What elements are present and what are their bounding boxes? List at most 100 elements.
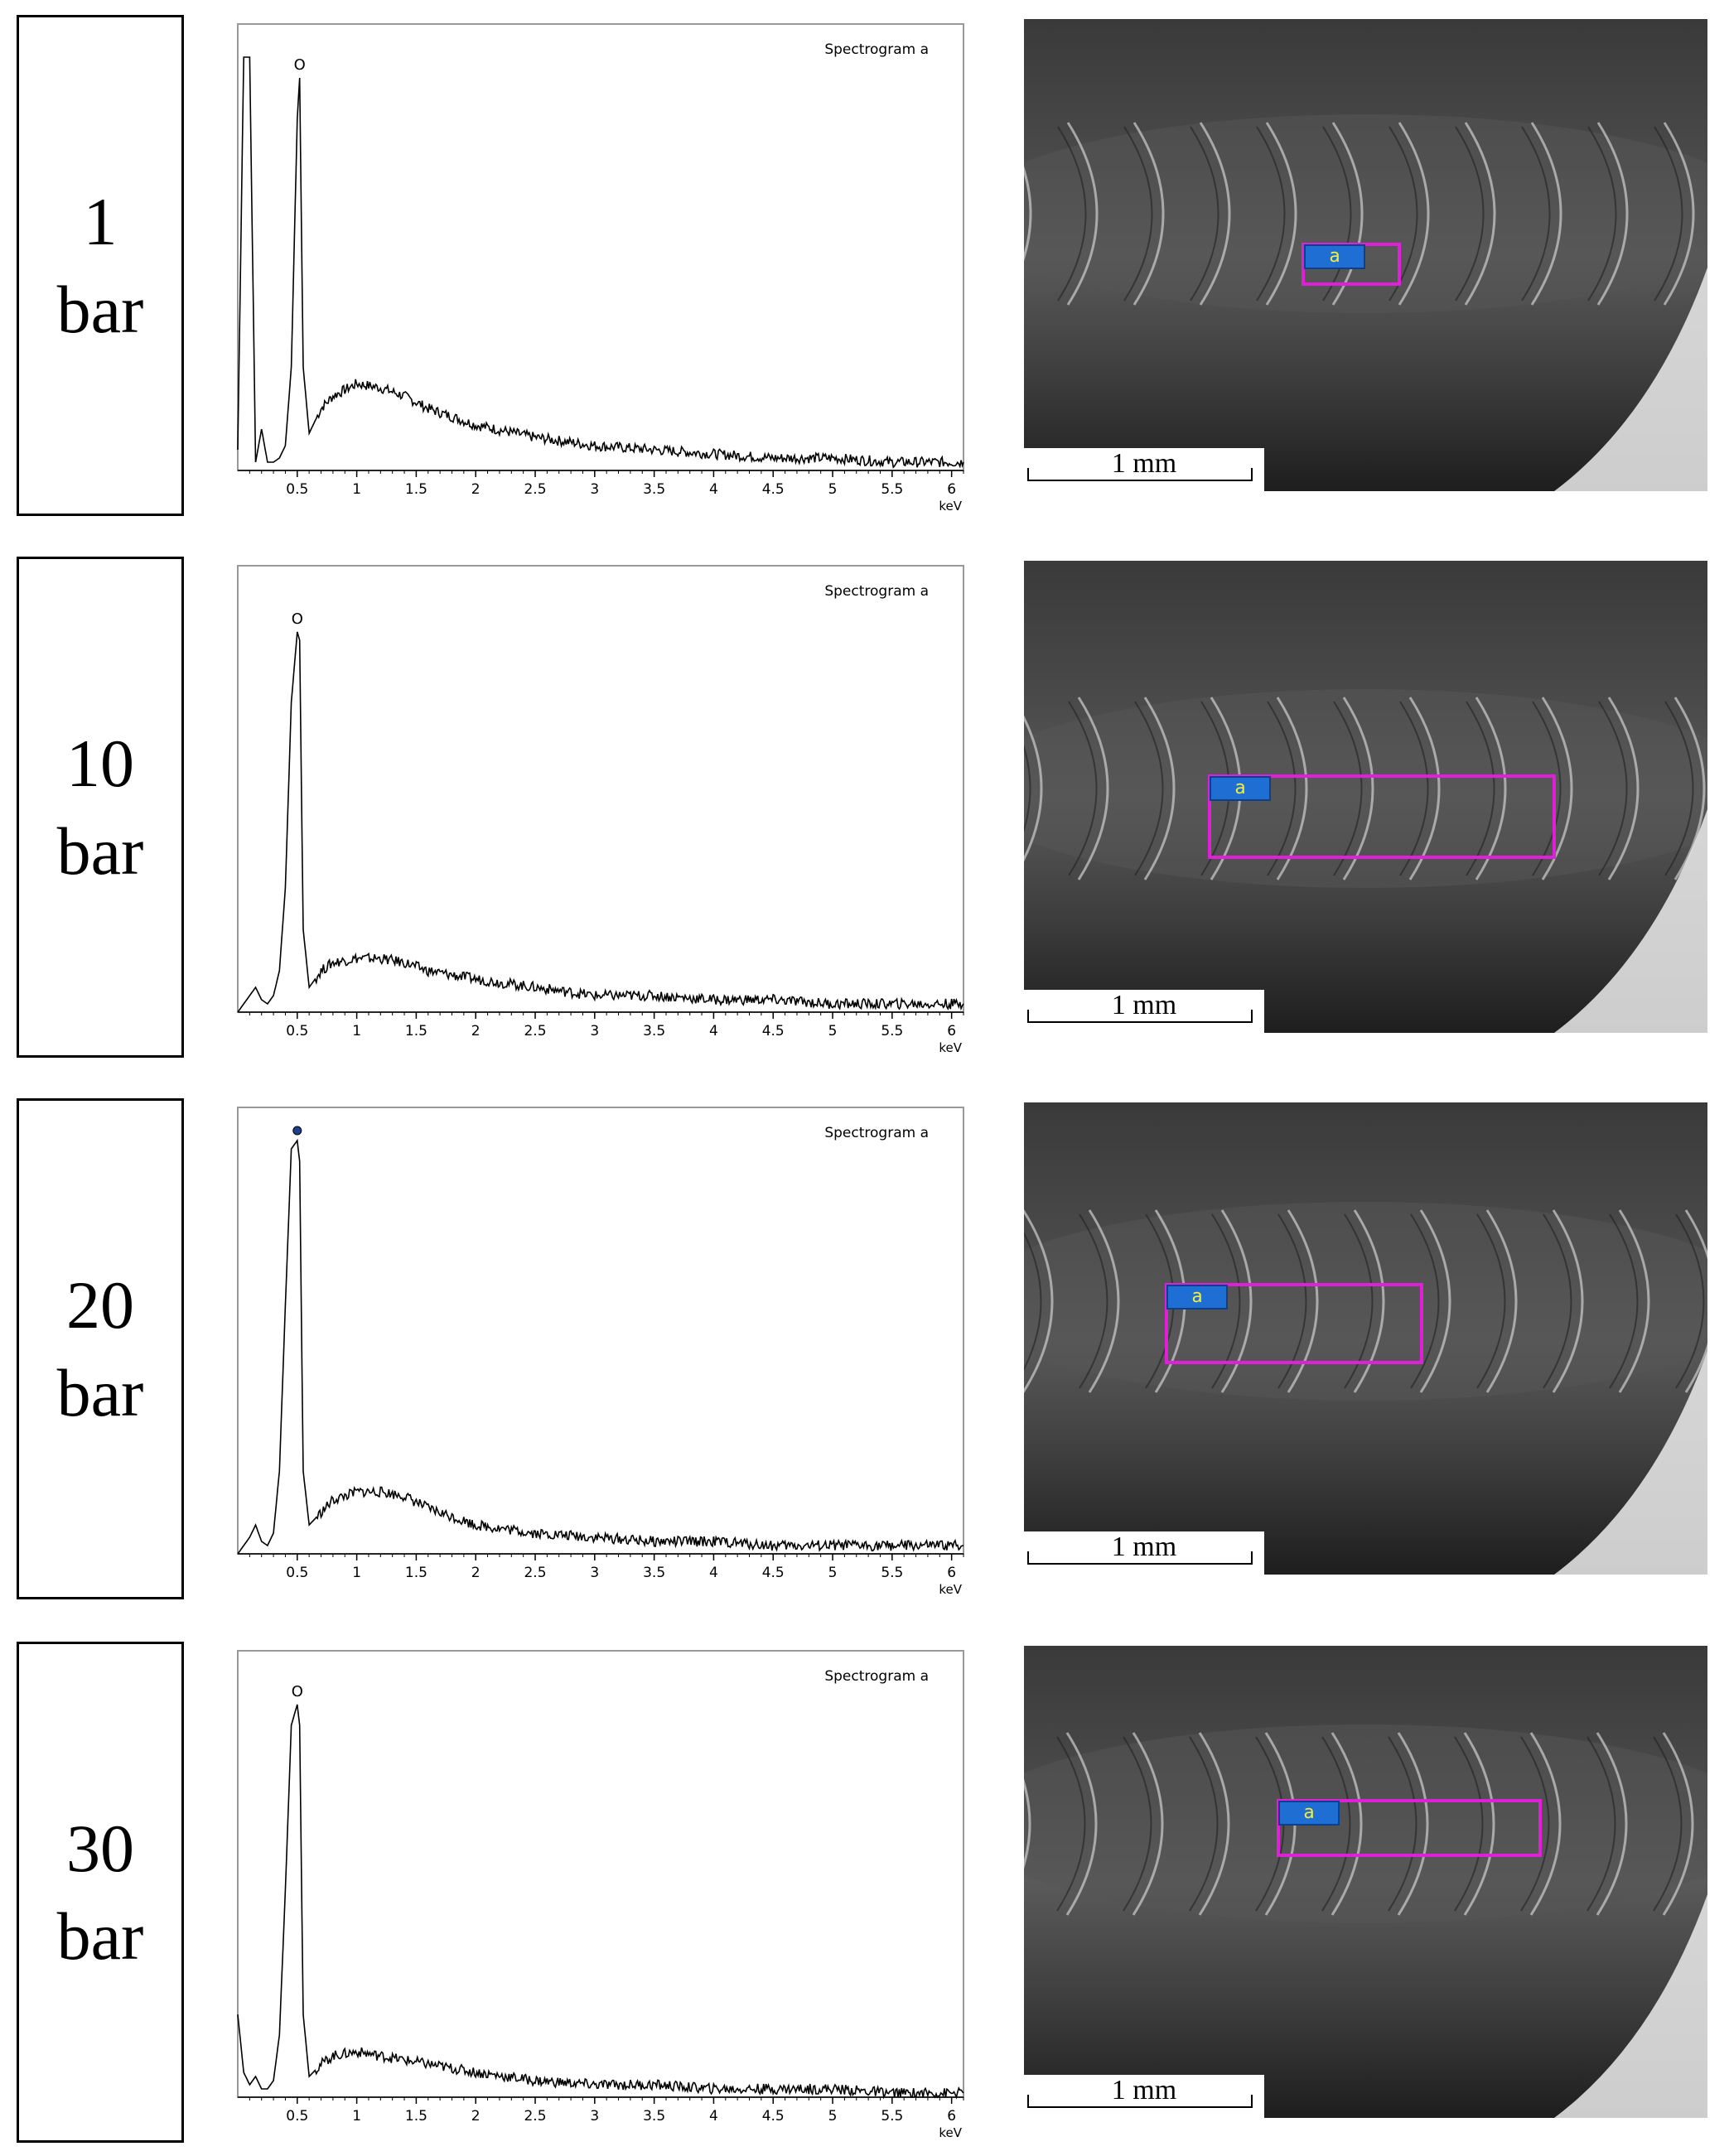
x-tick-label: 1.5 bbox=[405, 1023, 427, 1039]
x-tick-label: 5 bbox=[828, 481, 838, 498]
spectrum-line bbox=[237, 56, 964, 469]
weld-ripple-shadow bbox=[1520, 1736, 1550, 1912]
weld-ripple-shadow bbox=[1277, 1213, 1307, 1389]
pressure-unit: bar bbox=[56, 1354, 144, 1430]
plot-frame bbox=[237, 1107, 964, 1555]
x-tick-label: 6 bbox=[947, 1023, 956, 1039]
x-tick-label: 4 bbox=[709, 481, 718, 498]
x-axis-label: keV bbox=[939, 1582, 962, 1597]
weld-ripple-shadow bbox=[1134, 701, 1164, 876]
vignette-edge bbox=[1554, 809, 1707, 1033]
micrograph-image bbox=[1024, 1102, 1707, 1575]
x-tick-label: 4.5 bbox=[762, 481, 785, 498]
x-tick-label: 2 bbox=[471, 481, 481, 498]
scale-bar: 1 mm bbox=[1024, 990, 1264, 1033]
sem-micrograph: a 1 mm bbox=[1024, 1646, 1707, 2118]
x-tick-label: 3 bbox=[590, 2108, 599, 2125]
peak-marker bbox=[292, 1126, 302, 1136]
weld-ripple-shadow bbox=[1333, 701, 1363, 876]
x-tick-label: 0.5 bbox=[286, 481, 308, 498]
x-tick-label: 1.5 bbox=[405, 481, 427, 498]
row-4: 30 bar 0.5 1 1.5 2 2.5 3 3.5 4 4.5 5 5.5 6 keV Spectr… bbox=[0, 1642, 1729, 2147]
weld-ripple-shadow bbox=[1388, 1736, 1417, 1912]
x-tick-label: 5.5 bbox=[881, 2108, 903, 2125]
vignette-edge bbox=[1554, 268, 1707, 491]
x-tick-label: 2.5 bbox=[524, 2108, 546, 2125]
weld-ripple-shadow bbox=[1322, 126, 1352, 301]
x-axis-label: keV bbox=[939, 1040, 962, 1055]
scale-bar: 1 mm bbox=[1024, 2075, 1264, 2118]
weld-ripple bbox=[1143, 697, 1176, 880]
x-tick-label: 3.5 bbox=[643, 1565, 665, 1581]
weld-ripple bbox=[1024, 715, 1043, 862]
x-tick-label: 2 bbox=[471, 1565, 481, 1581]
weld-ripple bbox=[1199, 122, 1231, 306]
weld-bead bbox=[1024, 114, 1707, 313]
roi-tag[interactable]: a bbox=[1210, 776, 1271, 801]
row-1: 1 bar 0.5 1 1.5 2 2.5 3 3.5 4 4.5 5 5.5 6 keV Spectro… bbox=[0, 15, 1729, 520]
weld-ripple-shadow bbox=[1399, 701, 1429, 876]
weld-ripple-shadow bbox=[1598, 701, 1628, 876]
weld-ripple bbox=[1024, 1209, 1054, 1393]
weld-ripple bbox=[1662, 1732, 1694, 1916]
weld-ripple-shadow bbox=[1675, 1213, 1705, 1389]
weld-ripple bbox=[1552, 1209, 1584, 1393]
micrograph-image bbox=[1024, 561, 1707, 1033]
weld-ripple bbox=[1331, 1732, 1363, 1916]
x-tick-label: 3.5 bbox=[643, 1023, 665, 1039]
x-tick-label: 1 bbox=[352, 481, 361, 498]
weld-ripple bbox=[1077, 697, 1109, 880]
spectrum-line bbox=[237, 631, 964, 1013]
pressure-label-box: 20 bar bbox=[17, 1098, 184, 1599]
x-tick-label: 3 bbox=[590, 481, 599, 498]
x-tick-label: 3.5 bbox=[643, 481, 665, 498]
scale-bar-tick-right bbox=[1251, 1010, 1253, 1023]
spectrum-title: Spectrogram a bbox=[824, 1668, 929, 1685]
weld-ripple bbox=[1596, 1732, 1628, 1916]
roi-rectangle[interactable] bbox=[1165, 1283, 1423, 1364]
weld-bead bbox=[1024, 1202, 1707, 1401]
weld-ripple bbox=[1596, 122, 1629, 306]
x-tick-label: 1 bbox=[352, 2108, 361, 2125]
x-tick-label: 4.5 bbox=[762, 2108, 785, 2125]
weld-ripple bbox=[1673, 697, 1706, 880]
scale-bar-tick-left bbox=[1027, 1551, 1029, 1565]
roi-tag[interactable]: a bbox=[1278, 1801, 1340, 1826]
weld-ripple-shadow bbox=[1609, 1213, 1639, 1389]
x-tick-label: 2 bbox=[471, 2108, 481, 2125]
weld-ripple-shadow bbox=[1079, 1213, 1108, 1389]
weld-ripple bbox=[1024, 1778, 1031, 1869]
scale-bar-line bbox=[1027, 1021, 1253, 1023]
weld-ripple bbox=[1265, 122, 1297, 306]
plot-frame bbox=[237, 565, 964, 1013]
row-2: 10 bar 0.5 1 1.5 2 2.5 3 3.5 4 4.5 5 5.5 6 keV Spectr… bbox=[0, 557, 1729, 1062]
roi-tag[interactable]: a bbox=[1304, 244, 1365, 269]
weld-ripple-shadow bbox=[1653, 1736, 1683, 1912]
peak-label: O bbox=[292, 610, 303, 628]
scale-bar-line bbox=[1027, 2106, 1253, 2108]
weld-ripple-shadow bbox=[1123, 126, 1153, 301]
scale-bar: 1 mm bbox=[1024, 1531, 1264, 1575]
pressure-label-box: 1 bar bbox=[17, 15, 184, 516]
row-3: 20 bar 0.5 1 1.5 2 2.5 3 3.5 4 4.5 5 5.5 6 keV Spectr… bbox=[0, 1098, 1729, 1604]
weld-ripple bbox=[1618, 1209, 1650, 1393]
x-tick-label: 2.5 bbox=[524, 1023, 546, 1039]
sem-micrograph: a 1 mm bbox=[1024, 19, 1707, 491]
x-tick-label: 5.5 bbox=[881, 1565, 903, 1581]
roi-rectangle[interactable] bbox=[1277, 1799, 1542, 1857]
pressure-value: 1 bbox=[83, 183, 118, 259]
roi-rectangle[interactable] bbox=[1208, 774, 1556, 859]
weld-ripple bbox=[1353, 1209, 1385, 1393]
weld-ripple-shadow bbox=[1454, 1736, 1484, 1912]
eds-spectrum-chart: 0.5 1 1.5 2 2.5 3 3.5 4 4.5 5 5.5 6 keV Spectrogram a… bbox=[234, 561, 968, 1058]
weld-ripple-shadow bbox=[1654, 126, 1683, 301]
x-axis-label: keV bbox=[939, 2125, 962, 2140]
vignette-edge bbox=[1554, 1351, 1707, 1575]
scale-bar-line bbox=[1027, 1563, 1253, 1565]
roi-tag[interactable]: a bbox=[1166, 1285, 1228, 1310]
sem-micrograph: a 1 mm bbox=[1024, 1102, 1707, 1575]
pressure-label-box: 10 bar bbox=[17, 557, 184, 1058]
weld-ripple bbox=[1684, 1209, 1707, 1393]
